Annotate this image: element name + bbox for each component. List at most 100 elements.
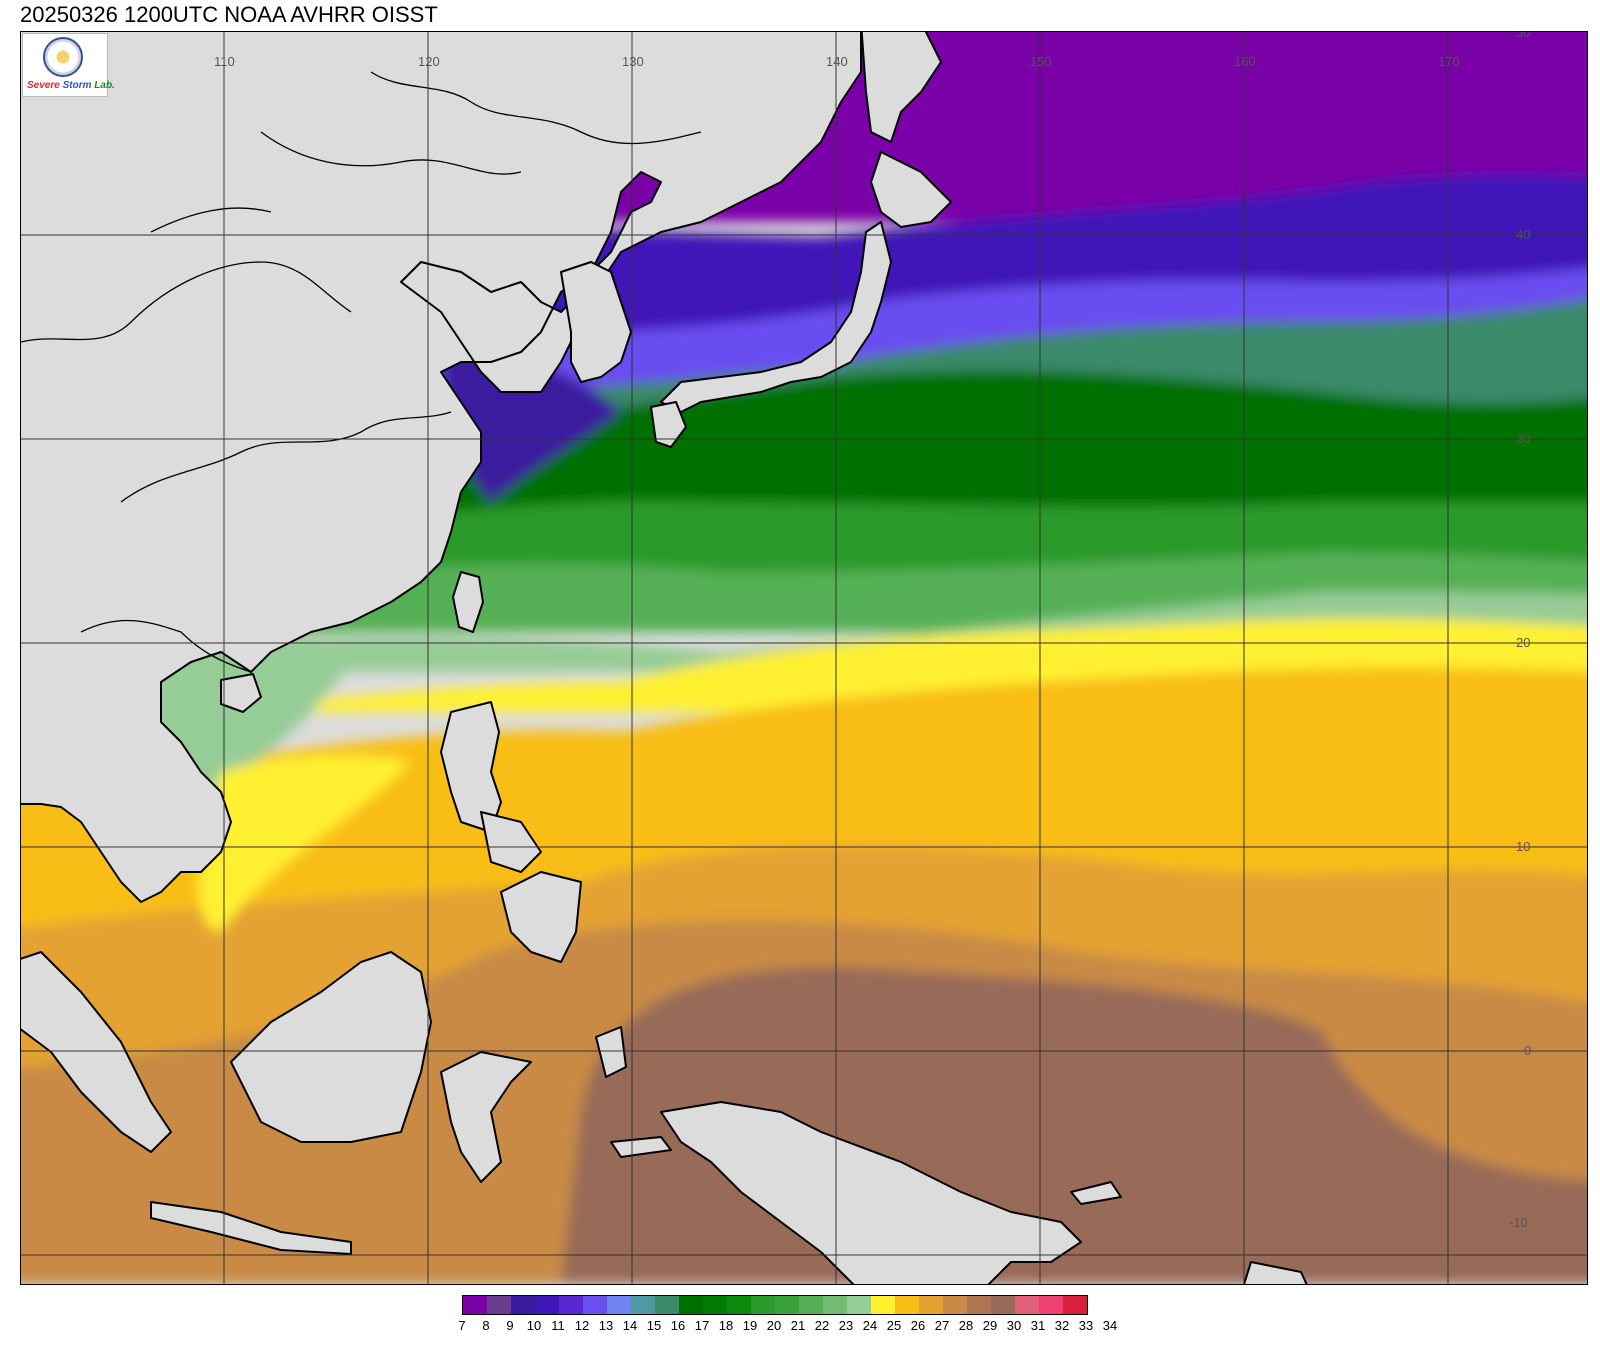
colorbar-swatch	[1063, 1296, 1087, 1314]
colorbar-labels: 7 8 9 10 11 12 13 14 15 16 17 18 19 20 21 22 23 24 25 26 27 2…	[450, 1318, 1170, 1336]
band-26-scs	[198, 755, 411, 932]
land-new-britain	[1070, 1181, 1122, 1205]
colorbar-label: 28	[958, 1318, 974, 1333]
colorbar-label: 29	[982, 1318, 998, 1333]
lat-label-40: 40	[1516, 227, 1531, 242]
colorbar-label: 8	[482, 1318, 490, 1333]
colorbar-swatch	[727, 1296, 751, 1314]
land-mindanao	[500, 871, 582, 963]
lon-label-160: 160	[1234, 54, 1256, 69]
colorbar-label: 26	[910, 1318, 926, 1333]
lat-label-minus10: -10	[1509, 1215, 1528, 1230]
colorbar-label: 27	[934, 1318, 950, 1333]
colorbar-swatch	[991, 1296, 1015, 1314]
logo-text-severe: Severe	[27, 80, 60, 91]
land-new-guinea	[660, 1101, 1082, 1284]
colorbar-label: 30	[1006, 1318, 1022, 1333]
colorbar-label: 20	[766, 1318, 782, 1333]
map-title: 20250326 1200UTC NOAA AVHRR OISST	[20, 2, 438, 27]
logo-text-lab: Lab.	[94, 80, 115, 91]
colorbar-label: 10	[526, 1318, 542, 1333]
country-borders	[21, 71, 702, 673]
colorbar-swatch	[919, 1296, 943, 1314]
colorbar-label: 21	[790, 1318, 806, 1333]
colorbar-swatch	[1015, 1296, 1039, 1314]
colorbar-swatch	[487, 1296, 511, 1314]
lat-label-10: 10	[1516, 839, 1531, 854]
land-timor-region	[610, 1136, 672, 1158]
land-japan-hokkaido	[870, 151, 952, 228]
logo-text: Severe Storm Lab.	[27, 80, 115, 91]
land-visayas	[480, 811, 542, 873]
lon-label-140: 140	[826, 54, 848, 69]
colorbar-swatch	[655, 1296, 679, 1314]
colorbar-swatch	[751, 1296, 775, 1314]
colorbar-label: 19	[742, 1318, 758, 1333]
colorbar-swatch	[511, 1296, 535, 1314]
colorbar-swatch	[535, 1296, 559, 1314]
colorbar-label: 15	[646, 1318, 662, 1333]
colorbar-swatch	[703, 1296, 727, 1314]
lon-label-120: 120	[418, 54, 440, 69]
colorbar-swatch	[559, 1296, 583, 1314]
colorbar-swatch	[871, 1296, 895, 1314]
colorbar-label: 25	[886, 1318, 902, 1333]
land-sumatra-peninsula	[21, 951, 172, 1153]
land-japan-kyushu	[650, 401, 687, 448]
colorbar-swatch	[775, 1296, 799, 1314]
sst-map: 110 120 130 140 150 160 170 50 40 30 20 …	[20, 31, 1588, 1285]
colorbar-swatch	[823, 1296, 847, 1314]
land-java	[150, 1201, 352, 1255]
colorbar-label: 9	[506, 1318, 514, 1333]
colorbar-label: 34	[1102, 1318, 1118, 1333]
sst-field	[21, 32, 1587, 1284]
lon-label-150: 150	[1030, 54, 1052, 69]
colorbar-label: 23	[838, 1318, 854, 1333]
colorbar-label: 17	[694, 1318, 710, 1333]
colorbar-swatch	[847, 1296, 871, 1314]
land-taiwan	[452, 571, 484, 633]
land-asia-mainland	[21, 32, 862, 903]
lon-label-130: 130	[622, 54, 644, 69]
colorbar-swatch	[967, 1296, 991, 1314]
colorbar-swatch	[1039, 1296, 1063, 1314]
land-korea	[560, 261, 632, 383]
lat-label-20: 20	[1516, 635, 1531, 650]
land-sulawesi	[440, 1051, 532, 1183]
colorbar-label: 16	[670, 1318, 686, 1333]
colorbar-swatch	[895, 1296, 919, 1314]
colorbar-swatch	[799, 1296, 823, 1314]
lat-label-0: 0	[1524, 1043, 1532, 1058]
land-masses	[21, 32, 1308, 1284]
colorbar-label: 7	[458, 1318, 466, 1333]
colorbar-swatch	[679, 1296, 703, 1314]
colorbar-label: 18	[718, 1318, 734, 1333]
colorbar-label: 11	[551, 1318, 565, 1333]
land-hainan	[220, 673, 262, 713]
colorbar-swatch	[583, 1296, 607, 1314]
colorbar-label: 14	[622, 1318, 638, 1333]
colorbar-label: 33	[1078, 1318, 1094, 1333]
lon-label-110: 110	[214, 54, 235, 69]
lat-label-30: 30	[1516, 431, 1531, 446]
colorbar-label: 24	[862, 1318, 878, 1333]
land-sakhalin-kamchatka	[860, 32, 942, 143]
colorbar-swatch	[607, 1296, 631, 1314]
colorbar-label: 31	[1030, 1318, 1046, 1333]
colorbar-label: 13	[598, 1318, 614, 1333]
logo-text-storm: Storm	[62, 80, 92, 91]
colorbar-swatch	[631, 1296, 655, 1314]
colorbar-label: 12	[574, 1318, 590, 1333]
seal-icon	[43, 37, 83, 77]
colorbar-label: 22	[814, 1318, 830, 1333]
severe-storm-lab-logo: Severe Storm Lab.	[22, 33, 115, 97]
colorbar-label: 32	[1054, 1318, 1070, 1333]
land-borneo	[230, 951, 432, 1143]
lat-label-50: 50	[1516, 31, 1531, 40]
colorbar	[462, 1295, 1088, 1315]
land-halmahera	[595, 1026, 627, 1078]
colorbar-swatch	[463, 1296, 487, 1314]
lon-label-170: 170	[1438, 54, 1460, 69]
colorbar-swatch	[943, 1296, 967, 1314]
graticule	[21, 32, 1587, 1284]
